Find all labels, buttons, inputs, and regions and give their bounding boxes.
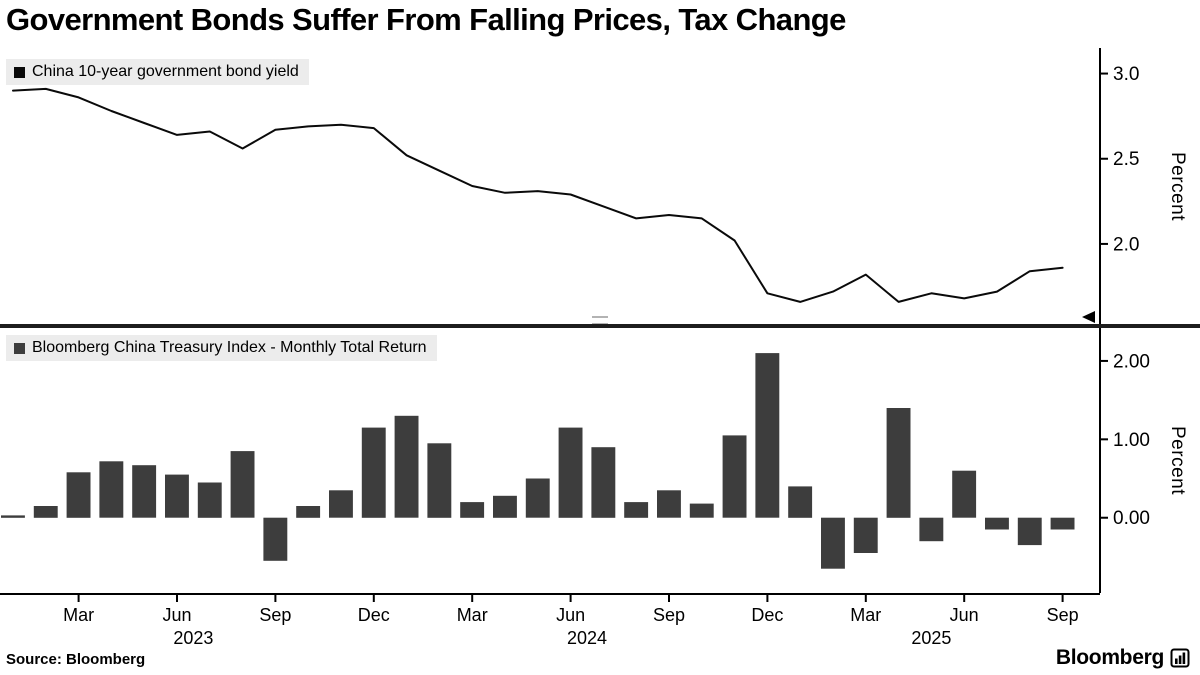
bar-2023-06: [165, 474, 189, 518]
bar-2023-04: [99, 461, 124, 518]
bar-2025-02: [821, 517, 845, 569]
bar-2025-07: [985, 517, 1009, 530]
bar-2024-02: [427, 443, 452, 518]
bar-2023-02: [33, 506, 58, 518]
bar-2024-06: [558, 427, 583, 518]
x-tick-label: Jun: [950, 605, 979, 625]
bar-2024-01: [394, 415, 419, 518]
x-tick-label: Dec: [751, 605, 783, 625]
legend-line-series: China 10-year government bond yield: [6, 59, 309, 85]
bar-2025-04: [886, 408, 911, 518]
bar-2024-05: [525, 478, 550, 518]
source-note: Source: Bloomberg: [6, 651, 146, 668]
y-tick-label: 1.00: [1113, 430, 1150, 451]
x-tick-label: Sep: [653, 605, 685, 625]
bar-2025-01: [788, 486, 813, 518]
bar-2023-01: [1, 515, 25, 518]
bar-2024-04: [493, 495, 517, 518]
bar-2025-09: [1050, 517, 1075, 530]
bar-2023-03: [66, 472, 91, 518]
bar-2024-12: [755, 353, 780, 518]
bar-2023-11: [329, 490, 353, 518]
yield-line-series: [12, 87, 1064, 303]
year-label: 2024: [567, 628, 607, 648]
bloomberg-logo: Bloomberg: [1056, 646, 1190, 670]
bar-2025-05: [919, 517, 944, 542]
bar-2023-10: [296, 506, 321, 518]
x-tick-label: Mar: [850, 605, 881, 625]
year-label: 2023: [173, 628, 213, 648]
bar-2025-03: [853, 517, 878, 553]
x-tick-label: Mar: [457, 605, 488, 625]
x-tick-label: Dec: [358, 605, 390, 625]
year-label: 2025: [911, 628, 951, 648]
bar-2024-11: [722, 435, 747, 518]
x-tick-label: Jun: [162, 605, 191, 625]
bloomberg-terminal-icon: [1170, 648, 1190, 668]
yield-line-chart: 3.0 2.5 2.0: [12, 48, 1139, 324]
x-tick-label: Sep: [1047, 605, 1079, 625]
x-tick-label: Mar: [63, 605, 94, 625]
bar-2024-03: [460, 502, 485, 518]
y-tick-label: 3.0: [1113, 64, 1139, 85]
bar-2023-09: [263, 517, 288, 561]
bar-2024-09: [657, 490, 681, 518]
bar-series-swatch-icon: [14, 342, 25, 354]
x-tick-label: Sep: [259, 605, 291, 625]
x-tick-label: Jun: [556, 605, 585, 625]
bar-2024-10: [689, 503, 714, 518]
legend-line-label: China 10-year government bond yield: [32, 63, 299, 80]
y-tick-label: 0.00: [1113, 508, 1150, 529]
y-axis-title-bottom: Percent: [1167, 426, 1188, 495]
x-axis: Mar Jun Sep Dec Mar Jun Sep Dec Mar Jun Sep 2023 202…: [0, 593, 1100, 648]
bloomberg-wordmark: Bloomberg: [1055, 646, 1164, 669]
axis-end-arrow-icon: [1082, 311, 1095, 323]
y-axis-title-top: Percent: [1167, 152, 1188, 221]
bar-2025-08: [1017, 517, 1042, 546]
bar-2023-12: [361, 427, 386, 518]
bar-2023-07: [197, 482, 222, 518]
bar-2025-06: [952, 470, 977, 518]
bar-2024-08: [624, 502, 649, 518]
legend-bar-series: Bloomberg China Treasury Index - Monthly…: [6, 335, 437, 361]
chart-title: Government Bonds Suffer From Falling Pri…: [6, 2, 846, 37]
bar-2023-08: [230, 451, 255, 518]
monthly-return-bar-chart: 2.00 1.00 0.00: [1, 328, 1150, 593]
line-series-swatch-icon: [14, 66, 25, 78]
bar-2023-05: [132, 465, 157, 518]
panel-divider[interactable]: [0, 324, 1200, 328]
y-tick-label: 2.00: [1113, 351, 1150, 372]
legend-bar-label: Bloomberg China Treasury Index - Monthly…: [32, 339, 427, 356]
y-tick-label: 2.5: [1113, 149, 1139, 170]
y-tick-label: 2.0: [1113, 234, 1139, 255]
bar-2024-07: [591, 447, 616, 518]
